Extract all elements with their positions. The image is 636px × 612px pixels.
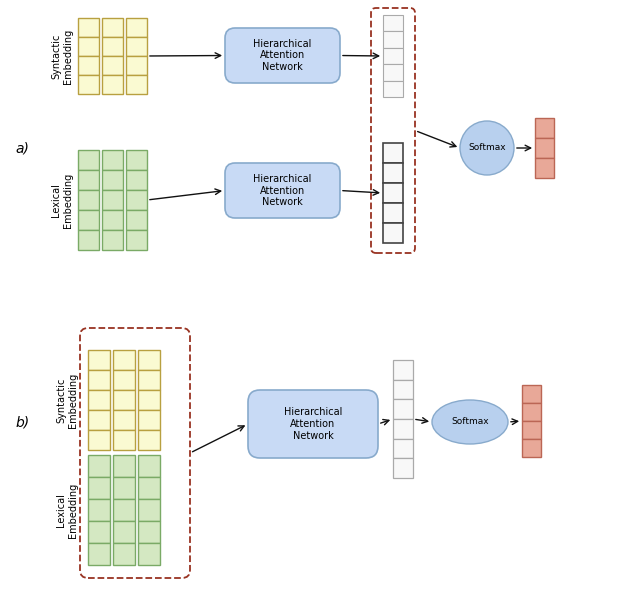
Bar bbox=[88, 350, 110, 370]
Bar bbox=[88, 543, 110, 565]
Bar bbox=[138, 521, 160, 543]
Text: Softmax: Softmax bbox=[451, 417, 489, 427]
Bar bbox=[78, 210, 99, 230]
Bar bbox=[102, 170, 123, 190]
Bar bbox=[383, 143, 403, 163]
Bar bbox=[522, 439, 541, 457]
Text: Lexical
Embedding: Lexical Embedding bbox=[56, 482, 78, 537]
Bar bbox=[126, 210, 147, 230]
Bar bbox=[88, 477, 110, 499]
Bar bbox=[522, 385, 541, 403]
Bar bbox=[383, 81, 403, 97]
Bar bbox=[138, 477, 160, 499]
Bar bbox=[102, 210, 123, 230]
Bar bbox=[78, 230, 99, 250]
Bar bbox=[113, 543, 135, 565]
Bar bbox=[88, 521, 110, 543]
Bar bbox=[383, 223, 403, 243]
Ellipse shape bbox=[460, 121, 514, 175]
Bar bbox=[113, 350, 135, 370]
Bar bbox=[138, 499, 160, 521]
Bar bbox=[113, 455, 135, 477]
Bar bbox=[102, 230, 123, 250]
Bar bbox=[113, 477, 135, 499]
Bar bbox=[535, 118, 554, 138]
Text: Hierarchical
Attention
Network: Hierarchical Attention Network bbox=[253, 39, 312, 72]
Bar bbox=[78, 170, 99, 190]
Bar bbox=[126, 18, 147, 37]
Bar bbox=[138, 543, 160, 565]
FancyBboxPatch shape bbox=[225, 163, 340, 218]
Ellipse shape bbox=[432, 400, 508, 444]
Bar bbox=[78, 37, 99, 56]
Bar bbox=[393, 400, 413, 419]
Bar bbox=[138, 430, 160, 450]
Text: Syntactic
Embedding: Syntactic Embedding bbox=[52, 28, 73, 84]
Bar bbox=[138, 350, 160, 370]
Bar bbox=[393, 360, 413, 379]
Bar bbox=[102, 150, 123, 170]
Bar bbox=[88, 499, 110, 521]
Bar bbox=[383, 163, 403, 183]
Text: Lexical
Embedding: Lexical Embedding bbox=[52, 173, 73, 228]
Bar bbox=[113, 410, 135, 430]
Bar bbox=[88, 410, 110, 430]
Bar bbox=[78, 75, 99, 94]
Bar bbox=[102, 56, 123, 75]
Bar bbox=[113, 370, 135, 390]
Bar bbox=[138, 370, 160, 390]
Bar bbox=[78, 190, 99, 210]
Bar bbox=[102, 190, 123, 210]
FancyBboxPatch shape bbox=[225, 28, 340, 83]
Text: Hierarchical
Attention
Network: Hierarchical Attention Network bbox=[253, 174, 312, 207]
Bar bbox=[88, 455, 110, 477]
FancyBboxPatch shape bbox=[248, 390, 378, 458]
Bar bbox=[88, 390, 110, 410]
Bar bbox=[113, 430, 135, 450]
Bar bbox=[522, 421, 541, 439]
Bar bbox=[138, 390, 160, 410]
Text: Softmax: Softmax bbox=[468, 143, 506, 152]
Bar bbox=[535, 158, 554, 178]
Bar bbox=[78, 150, 99, 170]
Bar bbox=[88, 430, 110, 450]
Bar bbox=[383, 15, 403, 31]
Bar bbox=[393, 379, 413, 400]
Bar bbox=[126, 75, 147, 94]
Text: b): b) bbox=[15, 415, 29, 429]
Bar bbox=[383, 203, 403, 223]
Bar bbox=[102, 75, 123, 94]
Bar bbox=[138, 455, 160, 477]
Bar bbox=[88, 370, 110, 390]
Bar bbox=[393, 458, 413, 478]
Text: Hierarchical
Attention
Network: Hierarchical Attention Network bbox=[284, 408, 342, 441]
Bar bbox=[102, 18, 123, 37]
Bar bbox=[138, 410, 160, 430]
Bar bbox=[126, 190, 147, 210]
Bar bbox=[383, 31, 403, 48]
Bar bbox=[126, 56, 147, 75]
Text: Syntactic
Embedding: Syntactic Embedding bbox=[56, 372, 78, 428]
Bar bbox=[126, 170, 147, 190]
Bar bbox=[78, 18, 99, 37]
Bar bbox=[126, 37, 147, 56]
Bar bbox=[113, 521, 135, 543]
Text: a): a) bbox=[15, 141, 29, 155]
Bar bbox=[102, 37, 123, 56]
Bar bbox=[78, 56, 99, 75]
Bar bbox=[113, 390, 135, 410]
Bar bbox=[126, 230, 147, 250]
Bar bbox=[383, 183, 403, 203]
Bar bbox=[113, 499, 135, 521]
Bar bbox=[393, 439, 413, 458]
Bar bbox=[383, 48, 403, 64]
Bar bbox=[126, 150, 147, 170]
Bar bbox=[393, 419, 413, 439]
Bar bbox=[535, 138, 554, 158]
Bar bbox=[383, 64, 403, 81]
Bar bbox=[522, 403, 541, 421]
